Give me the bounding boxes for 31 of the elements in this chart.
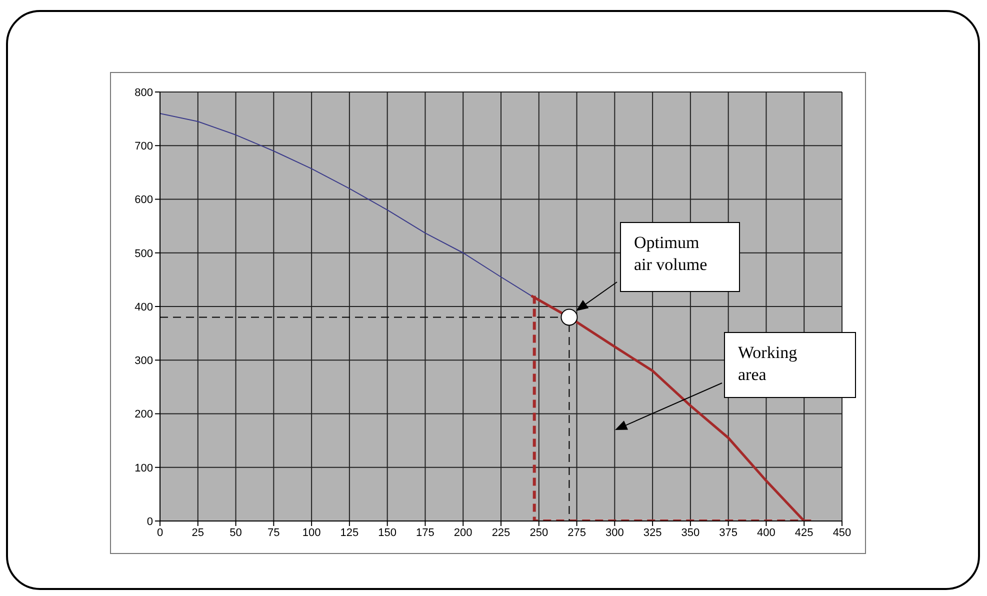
x-tick-label: 325 — [643, 526, 662, 539]
y-tick-label: 700 — [134, 140, 153, 153]
x-tick-label: 300 — [605, 526, 624, 539]
y-tick-label: 300 — [134, 355, 153, 368]
y-tick-label: 100 — [134, 462, 153, 474]
y-tick-label: 200 — [134, 408, 153, 421]
y-tick-label: 600 — [134, 194, 153, 206]
x-tick-label: 275 — [568, 526, 586, 539]
x-tick-label: 350 — [681, 526, 700, 539]
x-tick-label: 0 — [156, 526, 164, 539]
x-tick-label: 400 — [757, 526, 776, 539]
x-tick-label: 375 — [719, 526, 738, 539]
y-tick-label: 400 — [134, 301, 153, 314]
annotation: Working area — [738, 342, 798, 386]
x-tick-label: 50 — [230, 526, 242, 539]
x-tick-label: 125 — [340, 526, 359, 539]
x-tick-label: 200 — [454, 526, 472, 539]
y-tick-label: 500 — [134, 248, 153, 260]
y-tick-label: 0 — [146, 516, 153, 528]
x-tick-label: 175 — [416, 526, 434, 539]
x-tick-label: 225 — [492, 526, 510, 539]
x-tick-label: 100 — [302, 526, 321, 539]
y-tick-label: 800 — [134, 86, 153, 99]
x-tick-label: 75 — [268, 526, 280, 539]
x-tick-label: 150 — [378, 526, 397, 539]
x-tick-label: 450 — [832, 526, 852, 539]
annotation: Optimum air volume — [634, 232, 708, 276]
line-series — [160, 112, 532, 296]
x-tick-label: 250 — [530, 526, 548, 539]
x-tick-label: 25 — [192, 526, 204, 539]
x-tick-label: 425 — [794, 526, 814, 539]
